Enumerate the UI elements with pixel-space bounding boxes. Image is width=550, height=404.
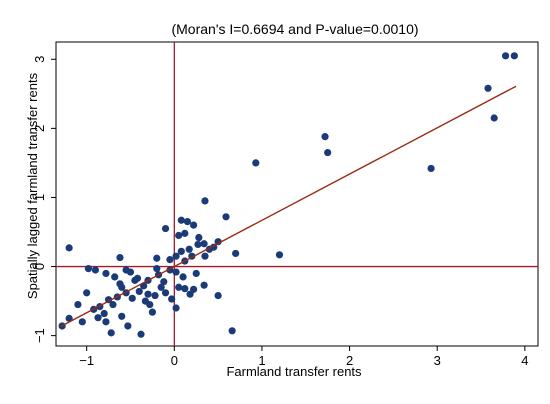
data-point	[484, 84, 492, 92]
x-tick-label: 2	[346, 353, 353, 368]
plot-frame	[55, 41, 539, 347]
data-point	[200, 240, 208, 248]
data-point	[91, 266, 100, 274]
chart-title: (Moran's I=0.6694 and P-value=0.0010)	[171, 21, 418, 37]
data-point	[168, 295, 176, 303]
y-axis-label: Spatially lagged farmland transfer rents	[25, 72, 40, 299]
data-point	[200, 281, 208, 289]
data-point	[177, 216, 185, 224]
y-tick-label: 3	[32, 56, 47, 63]
data-point	[177, 247, 185, 255]
data-point	[172, 268, 180, 276]
data-point	[122, 266, 130, 274]
data-point	[275, 251, 284, 259]
x-tick-label: 0	[171, 353, 178, 368]
data-point	[427, 164, 435, 173]
x-tick-label: 1	[258, 353, 265, 368]
data-point	[189, 221, 198, 229]
data-point	[137, 330, 145, 338]
data-point	[195, 233, 203, 242]
data-point	[232, 249, 240, 258]
data-point	[102, 269, 110, 278]
data-point	[252, 159, 260, 167]
data-point	[153, 265, 161, 273]
data-point	[510, 52, 518, 60]
data-point	[74, 300, 82, 309]
data-point	[161, 224, 170, 233]
data-point	[181, 285, 189, 293]
data-point	[128, 294, 136, 302]
data-point	[324, 148, 332, 157]
data-point	[183, 218, 192, 226]
x-axis-label: Farmland transfer rents	[226, 364, 362, 379]
data-point	[65, 244, 73, 252]
data-point	[141, 297, 149, 305]
data-point	[160, 278, 168, 286]
data-point	[116, 280, 124, 288]
data-point	[161, 289, 170, 297]
data-point	[148, 308, 156, 316]
data-point	[321, 133, 329, 141]
data-point	[189, 285, 198, 293]
fitted-regression-line	[60, 85, 517, 328]
data-point	[175, 283, 183, 291]
y-tick-label: 1	[32, 194, 47, 201]
data-point	[201, 252, 209, 260]
data-point	[214, 238, 222, 246]
data-point	[124, 322, 132, 330]
data-point	[172, 252, 180, 260]
plot-area: −1 0 1 2 3 4 −1 0 1 2 3	[32, 41, 539, 368]
data-point	[490, 114, 498, 122]
data-point	[107, 329, 115, 337]
data-point	[116, 253, 124, 262]
data-point	[175, 231, 183, 240]
data-point	[157, 283, 165, 291]
data-point	[111, 273, 119, 281]
data-point	[83, 289, 91, 297]
data-point	[166, 256, 174, 264]
data-point	[118, 312, 126, 320]
data-point	[501, 52, 510, 60]
x-tick-label: −1	[79, 353, 94, 368]
data-point	[228, 327, 236, 335]
data-point	[102, 318, 110, 326]
data-point	[222, 213, 230, 221]
data-point	[78, 318, 86, 326]
data-point	[94, 314, 102, 322]
data-point	[192, 269, 200, 278]
data-point	[194, 240, 202, 249]
data-point	[153, 254, 161, 262]
data-point	[201, 197, 209, 205]
data-point	[144, 290, 152, 298]
data-point	[214, 291, 222, 300]
data-point	[65, 314, 73, 322]
data-point	[181, 229, 189, 237]
x-tick-label: 4	[521, 353, 528, 368]
data-point	[185, 245, 193, 253]
data-point	[100, 309, 108, 318]
data-point	[135, 287, 143, 296]
y-tick-label: −1	[32, 328, 47, 343]
data-point	[84, 265, 93, 273]
data-point	[131, 276, 139, 284]
data-point	[172, 304, 180, 312]
y-tick-label: 0	[32, 263, 47, 270]
x-tick-label: 3	[434, 353, 441, 368]
y-tick-label: 2	[32, 125, 47, 132]
data-point	[151, 291, 159, 300]
data-point	[179, 273, 187, 281]
data-point	[109, 300, 117, 309]
